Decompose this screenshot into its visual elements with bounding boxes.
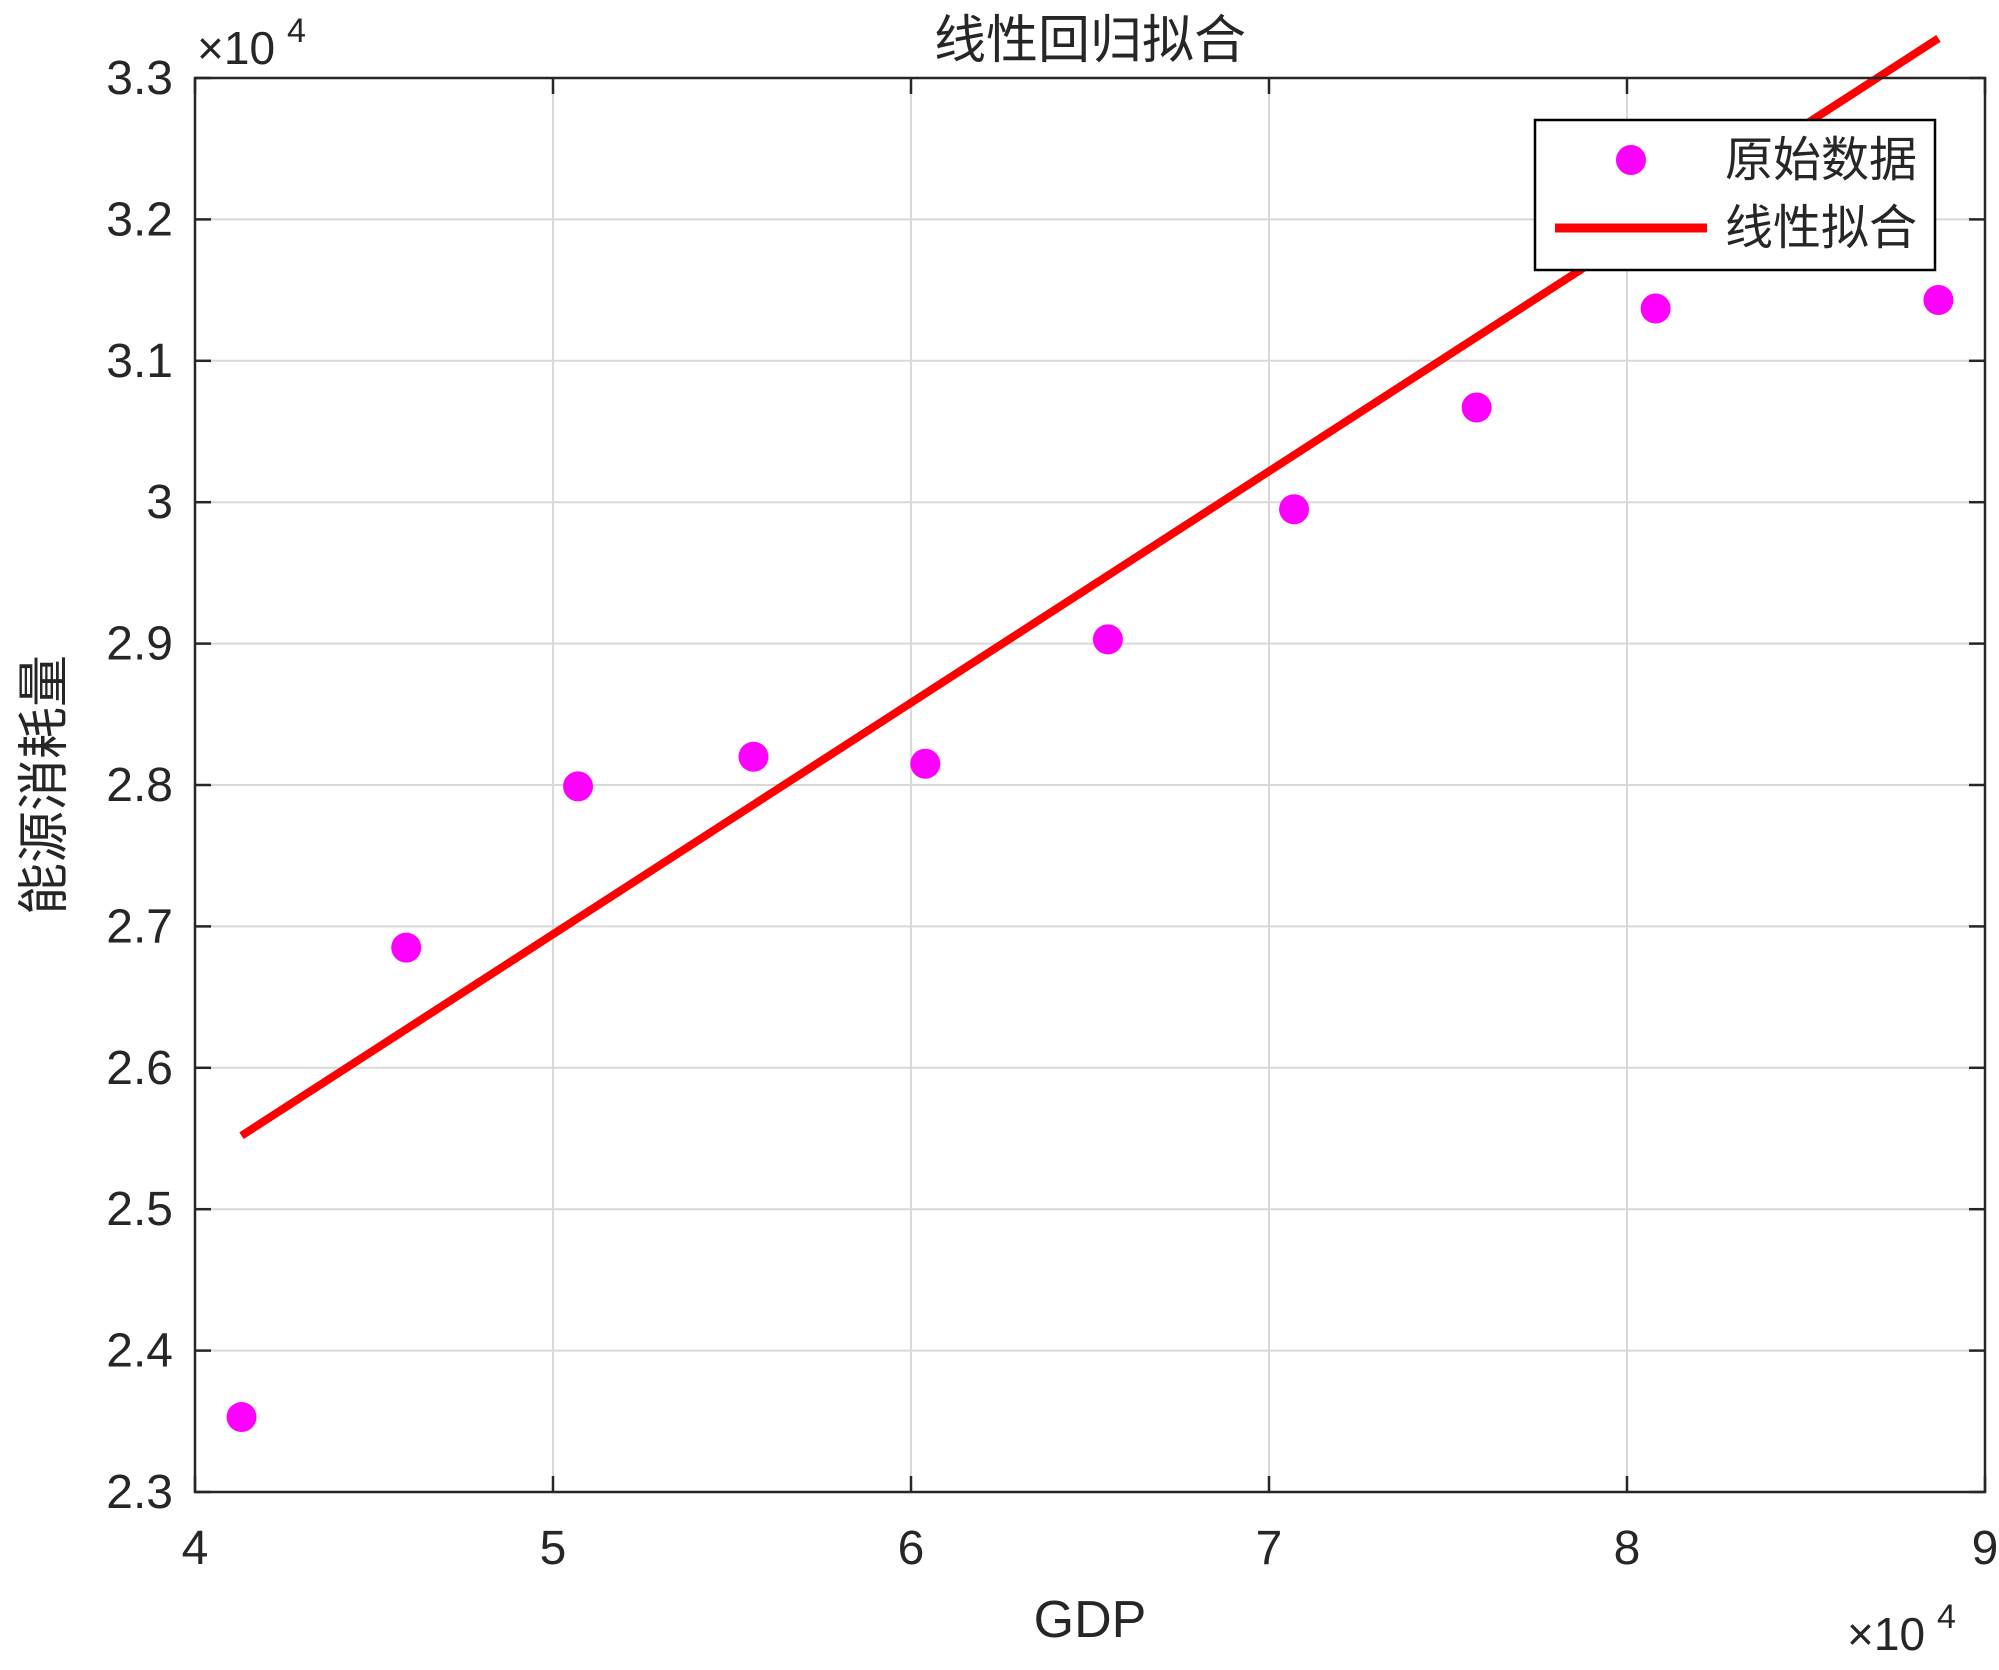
data-point: [563, 771, 594, 802]
x-tick-label: 9: [1972, 1522, 1999, 1575]
grid-lines: [194, 77, 1986, 1493]
legend-scatter-marker: [1616, 145, 1646, 175]
x-axis-label: GDP: [1034, 1591, 1147, 1649]
y-tick-label: 3.1: [106, 335, 173, 388]
data-point: [1092, 624, 1123, 655]
data-points-layer: [226, 284, 1954, 1433]
y-tick-label: 2.3: [106, 1466, 173, 1519]
x-axis-multiplier: ×10 4: [1847, 1598, 1956, 1660]
y-tick-label: 3.2: [106, 193, 173, 246]
x-multiplier-exponent: 4: [1937, 1598, 1956, 1636]
x-multiplier-base: ×10: [1847, 1608, 1925, 1660]
y-multiplier-exponent: 4: [287, 12, 306, 50]
data-point: [226, 1402, 257, 1433]
y-tick-label: 3.3: [106, 52, 173, 105]
legend-box: [1533, 118, 1937, 272]
x-tick-label: 7: [1256, 1522, 1283, 1575]
x-tick-label: 8: [1614, 1522, 1641, 1575]
y-tick-label: 2.7: [106, 900, 173, 953]
y-tick-label: 3: [146, 476, 173, 529]
data-point: [391, 932, 422, 963]
legend-label-raw-data: 原始数据: [1725, 132, 1917, 188]
y-tick-label: 2.9: [106, 618, 173, 671]
y-tick-label: 2.6: [106, 1042, 173, 1095]
x-tick-label: 4: [182, 1522, 209, 1575]
data-point: [910, 748, 941, 779]
x-tick-label: 5: [540, 1522, 567, 1575]
y-tick-label: 2.4: [106, 1325, 173, 1378]
y-tick-labels: 2.3 2.4 2.5 2.6 2.7 2.8 2.9 3 3.1 3.2 3.3: [106, 52, 173, 1519]
chart-title: 线性回归拟合: [934, 11, 1246, 71]
y-multiplier-base: ×10: [197, 22, 275, 74]
y-axis-label: 能源消耗量: [15, 655, 75, 915]
data-point: [738, 741, 769, 772]
data-point: [1279, 494, 1310, 525]
y-axis-multiplier: ×10 4: [197, 12, 306, 74]
data-point: [1923, 284, 1954, 315]
y-tick-label: 2.5: [106, 1183, 173, 1236]
legend: 原始数据 线性拟合: [1533, 118, 1937, 272]
x-tick-labels: 4 5 6 7 8 9: [182, 1522, 1999, 1575]
data-point: [1640, 293, 1671, 324]
data-point: [1461, 392, 1492, 423]
y-tick-label: 2.8: [106, 759, 173, 812]
ticks: [193, 76, 1987, 1494]
legend-label-linear-fit: 线性拟合: [1725, 200, 1917, 256]
x-tick-label: 6: [898, 1522, 925, 1575]
